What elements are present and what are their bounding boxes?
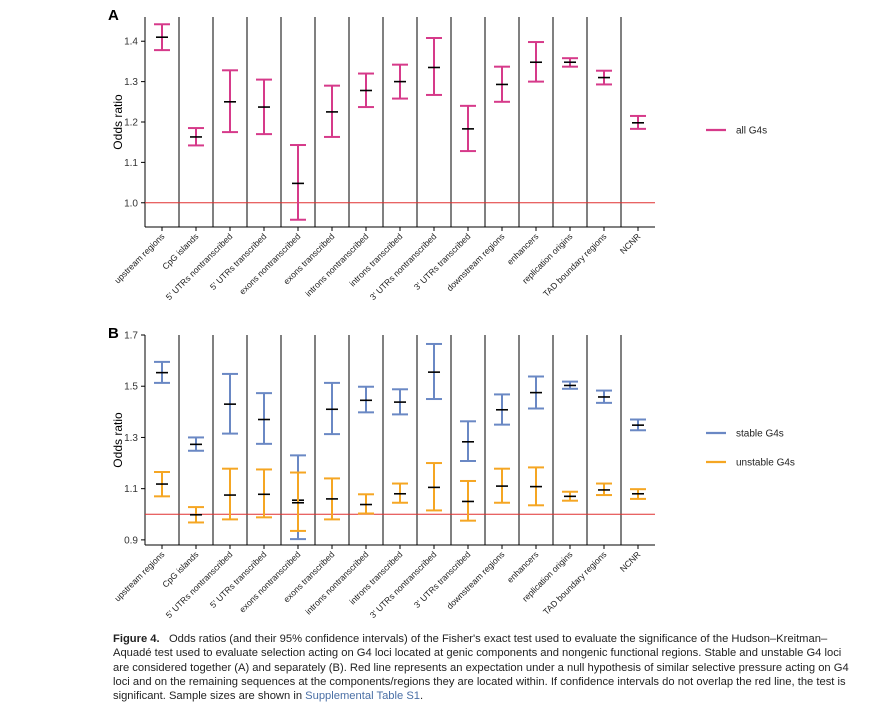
x-tick-label-5-utrs-nontranscribed: 5' UTRs nontranscribed: [164, 549, 235, 620]
panel-letter-a: A: [108, 7, 119, 24]
panel-letter-b: B: [108, 325, 119, 342]
figure-canvas: A 1.0 1.1 1.2 1.3 1.4 Odds ratio upstream regio…: [108, 7, 795, 620]
x-tick-label-upstream-regions: upstream regions: [112, 549, 166, 603]
y-tick-label: 1.4: [124, 37, 138, 48]
x-tick-label-tad-boundary-regions: TAD boundary regions: [541, 549, 608, 616]
caption-text: Odds ratios (and their 95% confidence in…: [113, 633, 849, 703]
x-tick-label-introns-nontranscribed: introns nontranscribed: [303, 231, 370, 298]
x-tick-label-ncnr: NCNR: [618, 549, 643, 574]
x-tick-label-enhancers: enhancers: [505, 549, 540, 584]
panel-a-chart: A 1.0 1.1 1.2 1.3 1.4 Odds ratio upstream regio…: [108, 7, 767, 302]
y-axis-title: Odds ratio: [111, 412, 125, 468]
x-tick-label-upstream-regions: upstream regions: [112, 231, 166, 285]
y-tick-label: 0.9: [124, 535, 138, 546]
x-tick-label-ncnr: NCNR: [618, 231, 643, 256]
x-tick-label-3-utrs-nontranscribed: 3' UTRs nontranscribed: [368, 231, 439, 302]
x-tick-label-tad-boundary-regions: TAD boundary regions: [541, 231, 608, 298]
x-tick-label-downstream-regions: downstream regions: [445, 231, 507, 293]
x-tick-label-enhancers: enhancers: [505, 231, 540, 266]
x-tick-label-3-utrs-transcribed: 3' UTRs transcribed: [412, 231, 473, 292]
y-tick-label: 1.2: [124, 118, 138, 129]
x-tick-label-5-utrs-transcribed: 5' UTRs transcribed: [208, 231, 269, 292]
legend-label-stable-g4s: stable G4s: [736, 429, 784, 440]
y-tick-label: 1.7: [124, 331, 138, 342]
x-tick-label-exons-nontranscribed: exons nontranscribed: [237, 231, 302, 296]
y-tick-label: 1.0: [124, 198, 138, 209]
figure-caption: Figure 4. Odds ratios (and their 95% con…: [113, 632, 855, 703]
y-tick-label: 1.5: [124, 382, 138, 393]
x-tick-label-5-utrs-transcribed: 5' UTRs transcribed: [208, 549, 269, 610]
x-tick-label-exons-nontranscribed: exons nontranscribed: [237, 549, 302, 614]
y-tick-label: 1.1: [124, 484, 138, 495]
caption-label: Figure 4.: [113, 633, 160, 645]
x-tick-label-downstream-regions: downstream regions: [445, 549, 507, 611]
legend-label-all-g4s: all G4s: [736, 126, 767, 137]
y-axis-title: Odds ratio: [111, 94, 125, 150]
y-tick-label: 1.1: [124, 158, 138, 169]
x-tick-label-3-utrs-nontranscribed: 3' UTRs nontranscribed: [368, 549, 439, 620]
x-tick-label-3-utrs-transcribed: 3' UTRs transcribed: [412, 549, 473, 610]
caption-end: .: [420, 690, 424, 703]
panel-b-chart: B 0.9 1.1 1.3 1.5 1.7 Odds ratio upstream regio…: [108, 325, 795, 620]
caption-supplemental-link[interactable]: Supplemental Table S1: [305, 690, 421, 703]
x-tick-label-5-utrs-nontranscribed: 5' UTRs nontranscribed: [164, 231, 235, 302]
x-tick-label-introns-nontranscribed: introns nontranscribed: [303, 549, 370, 616]
legend-label-unstable-g4s: unstable G4s: [736, 458, 795, 469]
y-tick-label: 1.3: [124, 433, 138, 444]
y-tick-label: 1.3: [124, 77, 138, 88]
